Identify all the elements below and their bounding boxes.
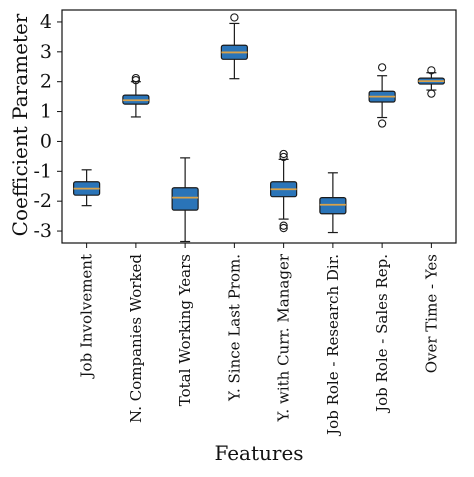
outlier-point [279,152,288,162]
outlier-point [230,13,239,22]
outlier-point [377,63,387,72]
boxes-layer [73,13,445,243]
plot-area [61,9,457,244]
x-tick-label: Job Role - Research Dir. [324,254,342,437]
box-2 [122,73,150,118]
x-tick-label: Job Involvement [78,254,96,379]
box-body [171,187,199,211]
x-tick-label: Over Time - Yes [422,254,440,373]
outlier-point [279,223,288,233]
box-4 [220,13,248,80]
x-tick-label: Total Working Years [176,254,194,406]
y-tick-label: 1 [40,101,52,123]
y-tick-label: -3 [33,220,52,242]
x-tick-label: N. Companies Worked [127,254,145,423]
outlier-point [427,66,436,75]
box-6 [319,172,347,234]
outlier-point [377,119,387,128]
y-axis-ticks: 4 3 2 1 0 -1 -2 -3 [33,11,62,242]
x-axis-ticks: Job Involvement N. Companies Worked Total … [78,243,440,437]
outlier-point [131,73,141,83]
y-tick-label: -1 [33,160,52,182]
y-tick-label: 3 [40,41,52,63]
y-tick-label: 0 [40,130,52,152]
x-tick-label: Job Role - Sales Rep. [373,254,391,414]
x-tick-label: Y. Since Last Prom. [225,254,243,402]
outlier-point [279,221,288,230]
x-axis-label: Features [214,441,303,465]
outlier-point [279,149,288,159]
y-tick-label: 4 [40,11,52,33]
box-8 [417,66,445,98]
y-axis-label: Coefficient Parameter [8,13,32,236]
outlier-point [131,76,141,85]
box-7 [368,63,396,128]
plot-frame [61,9,457,244]
box-5 [270,149,298,233]
y-tick-label: 2 [40,71,52,93]
y-tick-label: -2 [33,190,52,212]
outlier-point [427,89,436,98]
x-tick-label: Y. with Curr. Manager [275,253,293,422]
box-1 [73,169,101,207]
box-3 [171,157,199,243]
